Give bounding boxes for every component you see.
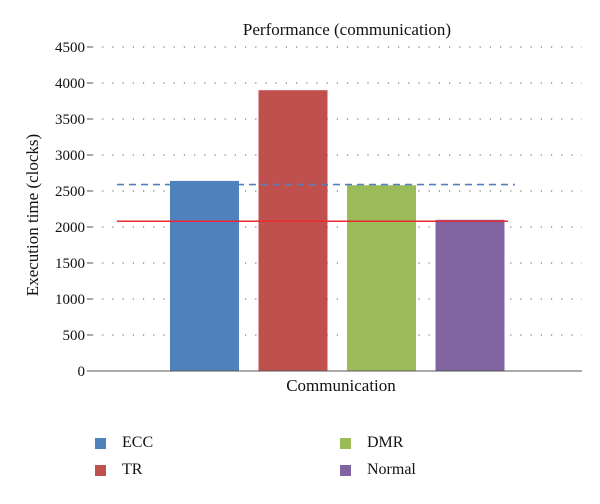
- chart-title: Performance (communication): [243, 20, 451, 39]
- y-tick-label: 4000: [55, 76, 85, 92]
- y-tick-label: 500: [63, 328, 86, 344]
- y-tick-label: 1000: [55, 292, 85, 308]
- bar-dmr: [347, 185, 416, 371]
- y-tick-label: 4500: [55, 40, 85, 56]
- y-tick-label: 0: [78, 364, 86, 380]
- legend-item-dmr: DMR: [340, 434, 403, 452]
- y-tick-label: 2500: [55, 184, 85, 200]
- y-tick-label: 1500: [55, 256, 85, 272]
- legend-label-normal: Normal: [367, 461, 416, 478]
- bar-normal: [435, 219, 505, 371]
- y-tick-label: 2000: [55, 220, 85, 236]
- legend-swatch-ecc: [95, 437, 106, 449]
- legend-item-ecc: ECC: [95, 434, 153, 452]
- legend-label-ecc: ECC: [122, 434, 154, 451]
- bar-ecc: [170, 180, 239, 371]
- legend-swatch-tr: [95, 464, 106, 476]
- x-axis-label: Communication: [286, 376, 396, 395]
- y-tick-label: 3500: [55, 112, 85, 128]
- legend-item-tr: TR: [95, 461, 142, 479]
- legend-swatch-dmr: [340, 437, 351, 449]
- legend-label-tr: TR: [122, 461, 143, 478]
- y-axis-label: Execution time (clocks): [23, 134, 42, 296]
- legend-swatch-normal: [340, 464, 351, 476]
- bar-tr: [258, 90, 328, 371]
- y-tick-label: 3000: [55, 148, 85, 164]
- legend-label-dmr: DMR: [367, 434, 404, 451]
- legend-item-normal: Normal: [340, 461, 416, 479]
